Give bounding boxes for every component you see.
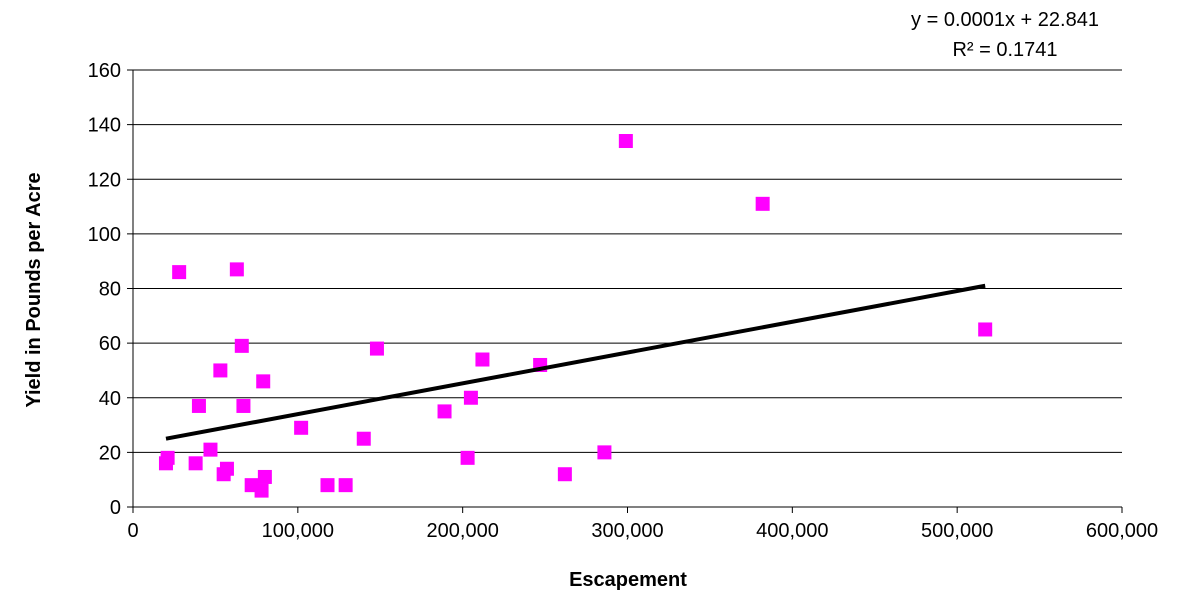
data-point-26 bbox=[557, 467, 572, 482]
data-point-8 bbox=[219, 461, 234, 476]
y-tick-label: 40 bbox=[99, 388, 121, 410]
y-axis-title: Yield in Pounds per Acre bbox=[23, 172, 45, 407]
y-tick-label: 80 bbox=[99, 279, 121, 301]
data-point-6 bbox=[213, 363, 228, 378]
y-tick-label: 100 bbox=[88, 224, 121, 246]
y-tick-label: 160 bbox=[88, 60, 121, 82]
data-point-3 bbox=[188, 456, 203, 471]
data-point-10 bbox=[234, 338, 249, 353]
data-point-23 bbox=[463, 390, 478, 405]
data-point-9 bbox=[229, 262, 244, 277]
x-tick-labels: 0 100,000 200,000 300,000 400,000 500,000 600,… bbox=[127, 507, 1158, 542]
data-point-30 bbox=[978, 322, 993, 337]
data-point-16 bbox=[294, 420, 309, 435]
x-tick-label: 100,000 bbox=[262, 520, 334, 542]
data-point-19 bbox=[356, 431, 371, 446]
data-point-27 bbox=[597, 445, 612, 460]
y-tick-label: 20 bbox=[99, 442, 121, 464]
data-point-2 bbox=[172, 265, 187, 280]
data-point-21 bbox=[437, 404, 452, 419]
r-squared-label: R² = 0.1741 bbox=[952, 39, 1057, 61]
x-axis-title: Escapement bbox=[569, 569, 687, 591]
y-tick-label: 60 bbox=[99, 333, 121, 355]
data-points bbox=[158, 134, 993, 498]
y-tick-label: 120 bbox=[88, 169, 121, 191]
trendline-equation: y = 0.0001x + 22.841 bbox=[911, 9, 1099, 31]
grid-lines bbox=[133, 69, 1122, 453]
trendline bbox=[165, 283, 986, 441]
x-tick-label: 600,000 bbox=[1086, 520, 1158, 542]
y-tick-label: 140 bbox=[88, 115, 121, 137]
data-point-4 bbox=[191, 398, 206, 413]
y-tick-labels: 0 20 40 60 80 100 120 140 160 bbox=[88, 60, 133, 519]
data-point-29 bbox=[755, 196, 770, 211]
data-point-13 bbox=[254, 483, 269, 498]
x-tick-label: 200,000 bbox=[427, 520, 499, 542]
data-point-11 bbox=[236, 398, 251, 413]
y-tick-label: 0 bbox=[110, 497, 121, 519]
data-point-22 bbox=[460, 450, 475, 465]
data-point-1 bbox=[160, 450, 175, 465]
data-point-5 bbox=[203, 442, 218, 457]
trendline-group bbox=[165, 283, 986, 441]
x-tick-label: 300,000 bbox=[591, 520, 663, 542]
data-point-24 bbox=[475, 352, 490, 367]
data-point-17 bbox=[320, 478, 335, 493]
data-point-18 bbox=[338, 478, 353, 493]
x-tick-label: 400,000 bbox=[756, 520, 828, 542]
x-tick-label: 500,000 bbox=[921, 520, 993, 542]
data-point-20 bbox=[369, 341, 384, 356]
data-point-15 bbox=[257, 469, 272, 484]
data-point-14 bbox=[256, 374, 271, 389]
x-tick-label: 0 bbox=[127, 520, 138, 542]
data-point-28 bbox=[618, 134, 633, 149]
